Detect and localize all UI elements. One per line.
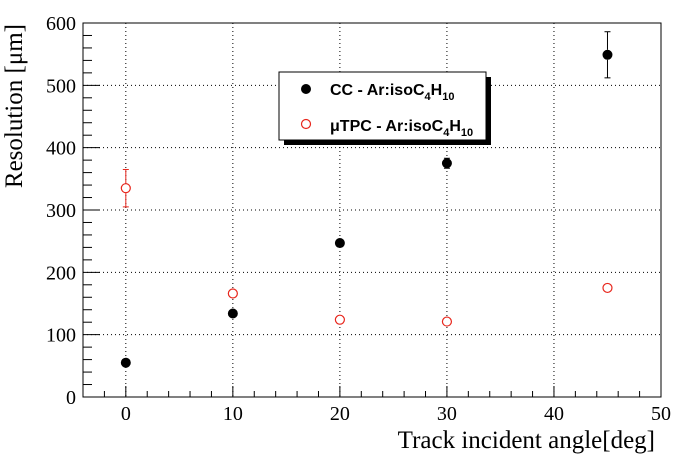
legend-cc-mid: H (431, 82, 443, 99)
point-cc (120, 357, 131, 368)
y-tick-label: 400 (46, 138, 76, 160)
y-tick-label: 300 (46, 200, 76, 222)
legend-box (278, 71, 487, 141)
y-tick-label: 100 (46, 325, 76, 347)
legend-marker-cc (301, 84, 311, 94)
x-tick-label: 0 (121, 403, 131, 425)
axis-ticks (82, 22, 662, 398)
point-utpc (441, 316, 453, 327)
y-tick-label: 200 (46, 262, 76, 284)
point-utpc (334, 314, 345, 325)
y-tick-label: 600 (46, 13, 76, 35)
legend: CC - Ar:isoC4H10 μTPC - Ar:isoC4H10 (278, 71, 491, 145)
legend-cc-main: CC - Ar:isoC (330, 82, 425, 99)
legend-cc-sub1: 4 (425, 91, 432, 103)
y-tick-label: 500 (46, 75, 76, 97)
y-tick-label: 0 (66, 387, 76, 409)
point-cc (334, 238, 345, 249)
legend-utpc-mid: H (449, 118, 461, 135)
x-tick-label: 10 (223, 403, 243, 425)
x-tick-label: 50 (651, 403, 671, 425)
point-utpc (602, 282, 613, 294)
legend-label-utpc: μTPC - Ar:isoC4H10 (330, 118, 473, 139)
point-cc (227, 308, 238, 319)
data-points (120, 31, 613, 368)
point-utpc (227, 288, 238, 299)
x-axis-title: Track incident angle[deg] (398, 427, 655, 454)
legend-cc-sub2: 10 (442, 91, 454, 103)
legend-marker-utpc (300, 118, 312, 130)
y-axis-title: Resolution [μm] (1, 24, 28, 188)
x-tick-label: 20 (330, 403, 350, 425)
legend-utpc-main: μTPC - Ar:isoC (330, 118, 444, 135)
point-cc (602, 49, 613, 60)
point-utpc (120, 183, 131, 194)
point-cc (441, 158, 452, 169)
legend-label-cc: CC - Ar:isoC4H10 (330, 82, 454, 103)
x-tick-label: 40 (544, 403, 564, 425)
x-tick-label: 30 (437, 403, 457, 425)
legend-utpc-sub2: 10 (461, 127, 473, 139)
legend-utpc-sub1: 4 (443, 127, 450, 139)
